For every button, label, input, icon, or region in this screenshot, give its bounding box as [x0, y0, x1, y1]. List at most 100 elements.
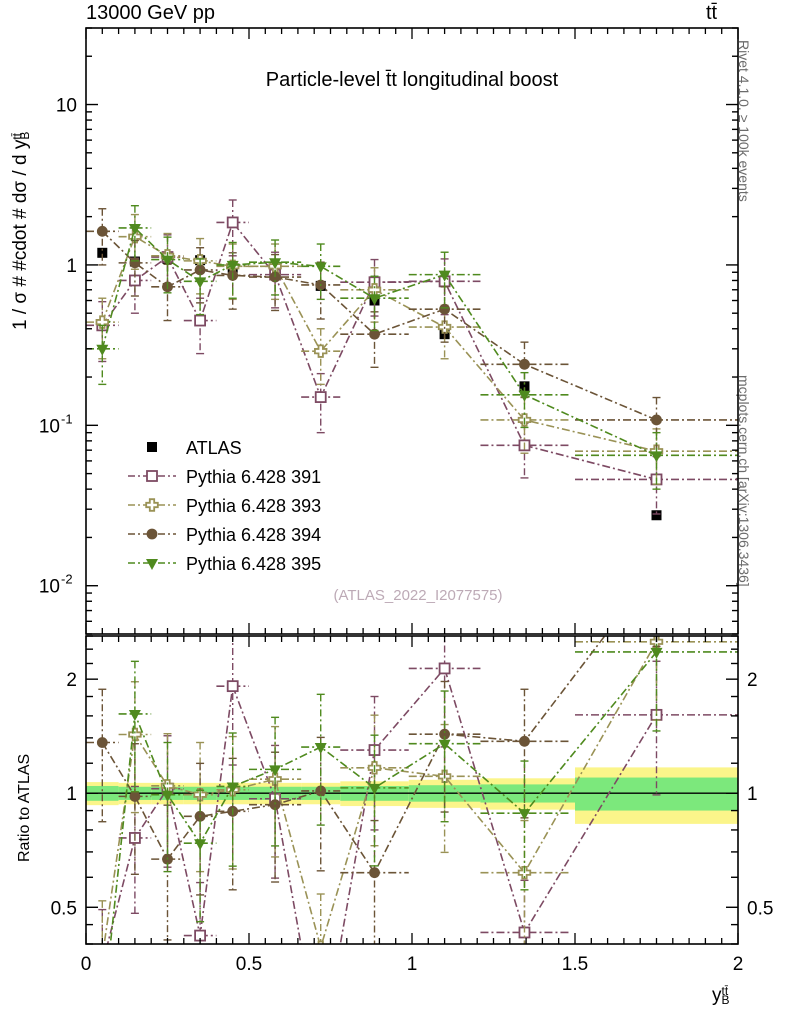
data-point	[519, 358, 530, 370]
ratio-data-point	[161, 790, 174, 802]
ratio-data-point	[269, 799, 281, 811]
ratio-ytick-label-right: 2	[747, 670, 758, 691]
main-ytick-exponent: -2	[61, 572, 73, 587]
data-point	[438, 270, 451, 282]
ratio-ytick-label-right: 1	[747, 784, 758, 805]
data-point	[651, 414, 662, 426]
series-pythia-6-428-393	[86, 213, 738, 485]
x-axis-ticks	[85, 28, 739, 944]
ratio-data-point	[96, 1016, 108, 1024]
series-line	[101, 235, 657, 452]
ratio-data-point	[314, 743, 327, 755]
legend-label: ATLAS	[186, 438, 242, 458]
data-point	[269, 258, 282, 270]
data-point	[161, 255, 174, 267]
data-point	[369, 328, 380, 340]
ratio-series-pythia-6-428-394	[86, 563, 662, 944]
legend-marker-4	[146, 528, 158, 540]
data-point	[96, 344, 109, 356]
ratio-series-pythia-6-428-395	[96, 636, 738, 1024]
data-point	[194, 277, 207, 289]
ratio-data-point	[226, 782, 239, 794]
header-left: 13000 GeV pp	[86, 2, 215, 24]
legend-marker-5	[146, 559, 158, 570]
watermark: (ATLAS_2022_I2077575)	[333, 587, 502, 604]
data-point	[129, 257, 141, 269]
ratio-data-point	[519, 735, 530, 747]
data-point	[368, 294, 381, 306]
xtick-label: 0	[81, 954, 92, 975]
legend-marker-3	[145, 498, 159, 512]
data-point	[650, 451, 663, 463]
ratio-data-point	[97, 960, 107, 970]
data-point	[314, 262, 327, 274]
ratio-series-group	[86, 563, 738, 1024]
data-point	[314, 344, 328, 358]
data-point	[96, 225, 108, 237]
data-point	[651, 510, 662, 521]
main-ytick-label: 10	[39, 577, 60, 598]
data-point	[97, 247, 108, 258]
ratio-ytick-label-right: 0.5	[747, 898, 773, 919]
xtick-label: 1	[407, 954, 418, 975]
ratio-data-point	[650, 647, 663, 659]
ratio-data-point	[368, 783, 381, 795]
legend-label: Pythia 6.428 391	[186, 467, 321, 487]
ratio-data-point	[128, 709, 141, 721]
ratio-data-point	[97, 951, 109, 963]
ratio-data-point	[269, 765, 282, 777]
series-pythia-6-428-394	[86, 208, 738, 454]
ratio-data-point	[129, 790, 141, 802]
data-point	[314, 391, 327, 403]
ratio-series-line	[101, 636, 606, 875]
xtick-label: 1.5	[562, 954, 588, 975]
main-axis-ticks	[86, 27, 738, 635]
xaxis-label-group: y tt̄ B	[712, 985, 730, 1007]
main-ytick-label: 10	[39, 416, 60, 437]
ratio-data-point	[439, 728, 450, 740]
data-point	[226, 216, 239, 229]
series-line	[101, 230, 657, 421]
main-panel-frame	[85, 27, 739, 635]
ratio-ytick-label-left: 1	[66, 784, 77, 805]
ratio-data-point	[128, 727, 142, 742]
ratio-data-point	[369, 867, 380, 879]
legend-label: Pythia 6.428 393	[186, 496, 321, 516]
main-ytick-label: 10	[56, 96, 77, 117]
xtick-label: 2	[733, 954, 744, 975]
ratio-ytick-label-left: 0.5	[51, 898, 77, 919]
legend-marker-2	[146, 470, 158, 482]
data-point	[95, 315, 109, 329]
ratio-data-point	[518, 809, 531, 821]
data-point	[439, 303, 450, 315]
legend-label: Pythia 6.428 394	[186, 525, 321, 545]
main-ytick-exponent: -1	[61, 411, 73, 426]
header-right: tt̄	[706, 2, 718, 24]
xaxis-label: y	[712, 985, 722, 1006]
ratio-ytick-label-left: 2	[66, 670, 77, 691]
ratio-data-point	[651, 563, 662, 574]
legend: ATLAS Pythia 6.428 391 Pythia 6.428 393 Pyt…	[128, 438, 321, 574]
ratio-data-point	[438, 662, 451, 675]
xaxis-label-sub: B	[721, 992, 730, 1007]
main-series-group	[86, 199, 738, 521]
data-point	[518, 390, 531, 402]
series-pythia-6-428-391	[86, 199, 738, 515]
data-point	[226, 260, 239, 272]
legend-label: Pythia 6.428 395	[186, 554, 321, 574]
data-point	[519, 381, 530, 392]
series-line	[101, 226, 657, 457]
series-pythia-6-428-395	[86, 205, 738, 490]
ratio-axis-ticks	[86, 635, 738, 945]
data-point	[194, 314, 207, 327]
ratio-data-point	[226, 680, 239, 693]
xaxis-label-sup: tt̄	[721, 983, 729, 998]
plot-title: Particle-level t̄t longitudinal boost	[266, 69, 559, 91]
ratio-data-point	[96, 737, 108, 748]
ratio-data-point	[194, 839, 207, 851]
xtick-label: 0.5	[236, 954, 262, 975]
main-ytick-label: 1	[66, 256, 77, 277]
data-point	[269, 271, 281, 283]
